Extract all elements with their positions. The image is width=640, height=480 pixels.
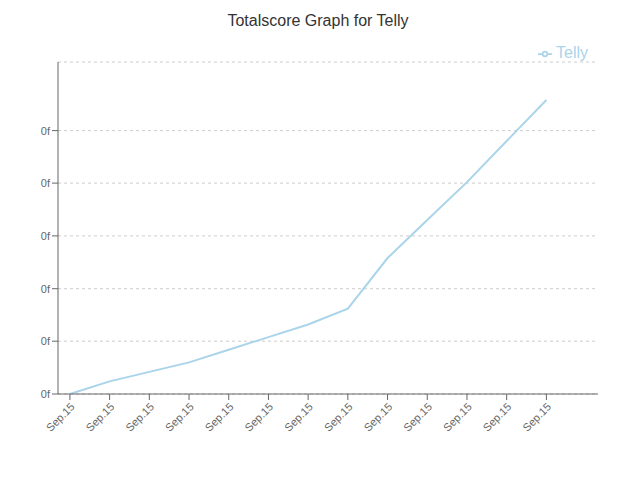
- svg-text:Sep.15: Sep.15: [123, 400, 156, 433]
- svg-text:0f: 0f: [41, 230, 51, 242]
- svg-text:Sep.15: Sep.15: [441, 400, 474, 433]
- svg-text:Sep.15: Sep.15: [83, 400, 116, 433]
- svg-text:0f: 0f: [41, 177, 51, 189]
- svg-text:Sep.15: Sep.15: [401, 400, 434, 433]
- svg-text:Sep.15: Sep.15: [322, 400, 355, 433]
- svg-text:Sep.15: Sep.15: [520, 400, 553, 433]
- svg-text:0f: 0f: [41, 125, 51, 137]
- svg-text:Sep.15: Sep.15: [480, 400, 513, 433]
- svg-text:Sep.15: Sep.15: [203, 400, 236, 433]
- svg-text:Sep.15: Sep.15: [361, 400, 394, 433]
- svg-text:Sep.15: Sep.15: [282, 400, 315, 433]
- svg-text:Sep.15: Sep.15: [163, 400, 196, 433]
- html-text:Telly: Telly: [556, 44, 588, 61]
- html-text:Totalscore Graph for Telly: Totalscore Graph for Telly: [227, 12, 409, 29]
- svg-text:0f: 0f: [41, 283, 51, 295]
- svg-text:Sep.15: Sep.15: [242, 400, 275, 433]
- svg-text:0f: 0f: [41, 335, 51, 347]
- svg-text:0f: 0f: [41, 388, 51, 400]
- svg-text:Sep.15: Sep.15: [44, 400, 77, 433]
